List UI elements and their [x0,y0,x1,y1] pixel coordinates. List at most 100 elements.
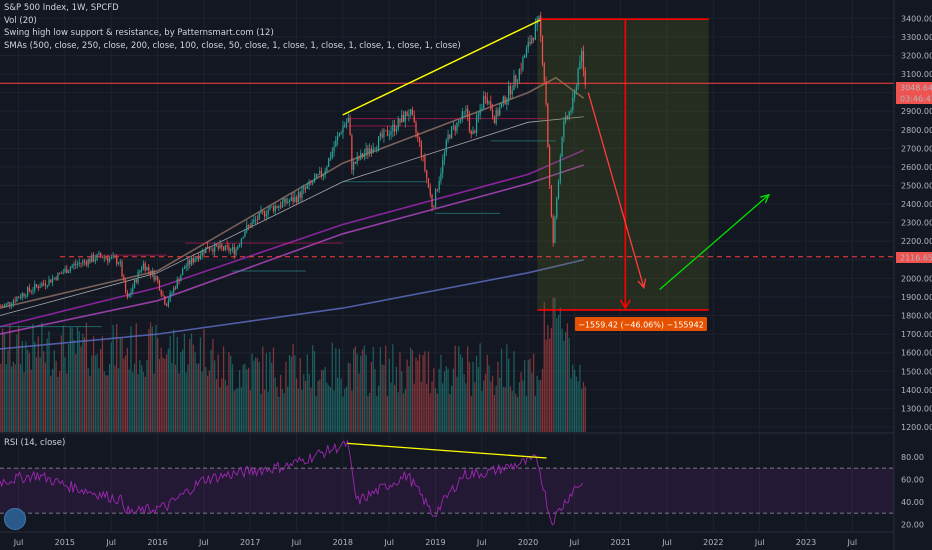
candle-body [180,275,182,282]
volume-bar [198,363,200,432]
candle-body [363,153,365,158]
volume-bar [39,357,41,432]
volume-bar [162,357,164,432]
price-tags: 3048.64 03:46:47 2116.65 −1559.42 (−46.0… [575,82,932,331]
price-axis[interactable]: 3400.003300.003200.003100.003000.002900.… [893,0,932,550]
candle-body [76,263,79,265]
volume-bar [434,388,437,432]
candle-body [199,255,202,259]
volume-bar [37,336,39,432]
candle-body [55,277,57,280]
price-tick-label: 3300.00 [901,33,932,42]
candle-body [30,290,32,292]
candle-body [338,133,341,137]
grid-lines [0,0,894,533]
volume-bar [23,372,25,432]
candle-body [481,108,483,110]
volume-bar [44,362,47,432]
volume-bar [203,329,205,432]
candle-body [376,147,378,149]
candle-body [319,171,321,175]
volume-bar [554,297,556,432]
price-tick-label: 2000.00 [901,274,932,283]
volume-bar [271,362,273,432]
candle-body [173,287,175,293]
volume-bar [249,390,251,432]
candle-body [538,15,540,19]
candle-body [556,198,558,218]
candle-body [354,161,357,164]
candle-body [436,189,439,191]
trend-drawings [342,19,771,291]
candle-body [565,115,567,122]
time-tick-label: 2019 [425,538,445,547]
price-tick-label: 2400.00 [901,200,932,209]
volume-bar [540,380,542,432]
candle-body [249,225,251,228]
volume-bar [176,336,178,432]
volume-bar [174,364,177,432]
candle-body [222,247,225,250]
candle-body [461,111,463,120]
time-tick-label: Jul [661,538,672,547]
volume-bar [506,344,508,432]
volume-bar [306,354,308,432]
volume-bar [26,349,29,432]
candle-body [483,96,485,109]
candle-body [41,283,43,287]
candle-body [233,247,235,255]
candle-body [39,286,41,289]
volume-bar [206,375,209,432]
candle-body [256,219,259,221]
sma-line [0,259,584,350]
volume-bar [572,364,574,432]
rsi-tick-label: 20.00 [901,520,924,529]
candle-body [308,181,310,186]
volume-bar [210,349,212,432]
volume-bar [320,370,323,432]
volume-bar [278,396,280,432]
price-tick-label: 1600.00 [901,349,932,358]
volume-bar [78,331,80,432]
tradingview-logo-icon[interactable] [4,508,26,530]
candle-body [69,267,71,271]
volume-bar [356,353,358,432]
volume-bar [55,360,57,432]
volume-bar [247,367,250,432]
candle-body [155,276,157,280]
volume-bar [354,346,357,432]
candle-body [383,130,385,138]
candle-body [474,130,476,133]
candle-body [12,300,14,305]
candle-body [317,174,319,176]
candle-body [149,270,152,275]
volume-bar [233,390,235,432]
volume-bar [9,323,11,432]
volume-bar [76,326,79,432]
candle-body [66,268,68,274]
measure-zone-fill [537,19,709,310]
time-tick-label: 2020 [518,538,538,547]
candle-body [43,283,45,285]
volume-bar [392,344,394,432]
volume-bar [557,315,560,432]
time-axis[interactable]: Jul 2015 Jul 2016 Jul 2017 Jul 2018 Jul 2019 Jul 20… [13,538,857,547]
candle-body [14,300,16,302]
candle-body [242,237,244,239]
volume-bar [251,353,253,432]
volume-bar [240,387,243,432]
volume-bar [87,367,89,432]
volume-bar [383,365,385,432]
volume-bar [344,388,346,432]
volume-bar [420,382,422,432]
candle-body [23,293,25,297]
candle-body [361,153,364,158]
candle-body [433,206,435,208]
candle-body [9,302,11,305]
candle-body [2,306,4,308]
candle-body [518,69,520,81]
legend-swing-indicator: Swing high low support & resistance, by … [4,28,274,38]
time-tick-label: Jul [198,538,209,547]
candle-body [390,131,392,136]
